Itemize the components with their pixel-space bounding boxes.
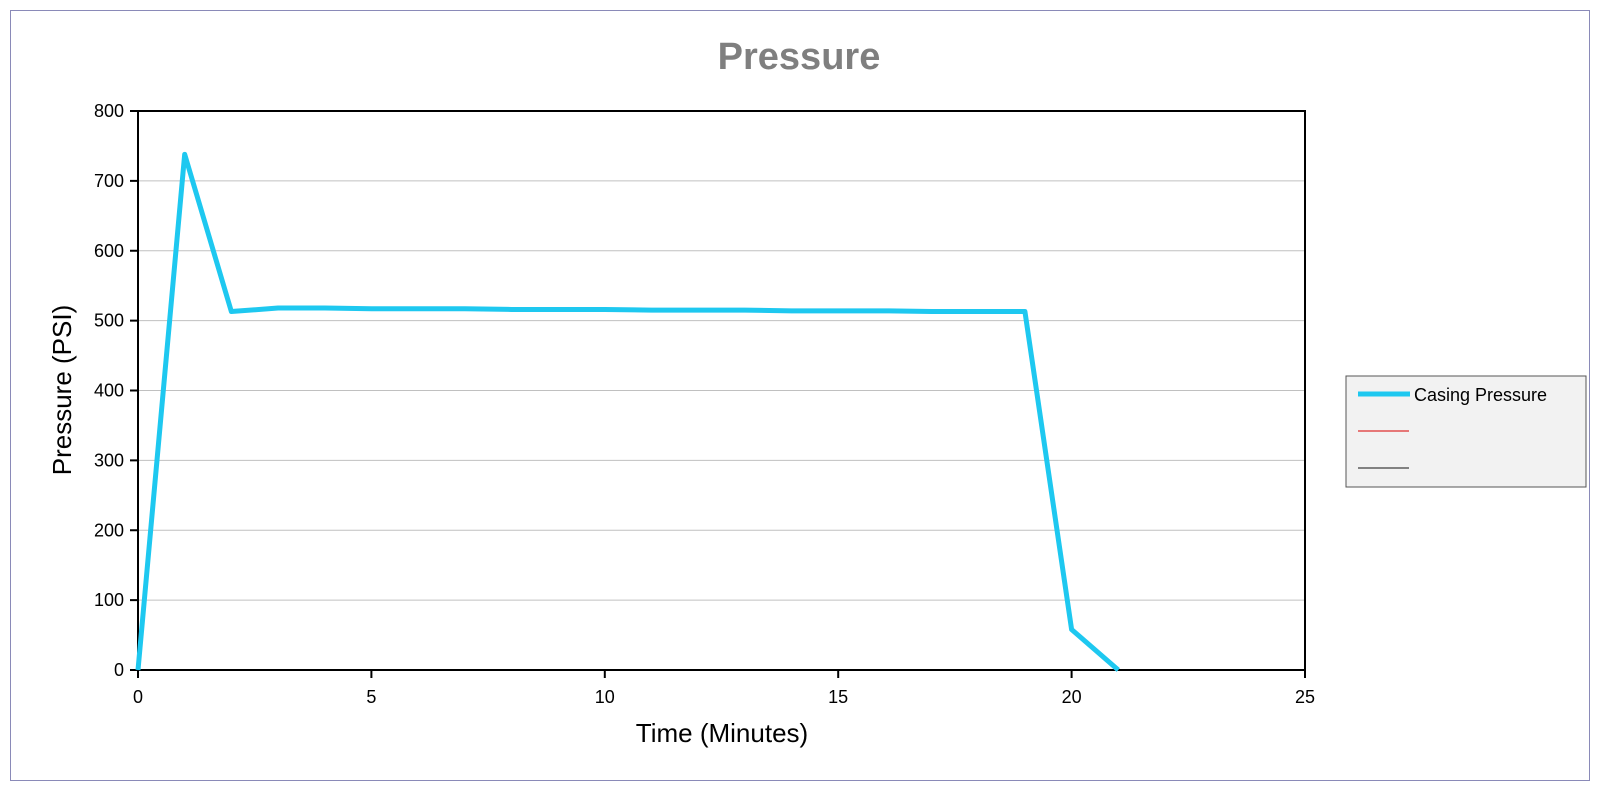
legend-label-casing-pressure: Casing Pressure: [1414, 385, 1547, 405]
y-tick-label-400: 400: [94, 381, 124, 401]
chart-title: Pressure: [718, 36, 881, 78]
x-tick-label-20: 20: [1062, 687, 1082, 707]
x-tick-label-15: 15: [828, 687, 848, 707]
y-tick-label-100: 100: [94, 590, 124, 610]
x-tick-label-25: 25: [1295, 687, 1315, 707]
y-tick-label-500: 500: [94, 311, 124, 331]
x-tick-label-10: 10: [595, 687, 615, 707]
x-axis-ticks: 0 5 10 15 20 25: [133, 670, 1315, 707]
y-tick-label-700: 700: [94, 171, 124, 191]
legend-entry-casing-pressure: Casing Pressure: [1358, 385, 1547, 405]
y-axis-ticks: 0 100 200 300 400 500 600 700 800: [94, 101, 138, 680]
x-tick-label-5: 5: [366, 687, 376, 707]
y-tick-label-300: 300: [94, 450, 124, 470]
y-tick-label-200: 200: [94, 520, 124, 540]
series-line-casing-pressure: [135, 151, 1120, 672]
y-tick-label-0: 0: [114, 660, 124, 680]
y-tick-label-600: 600: [94, 241, 124, 261]
grid-lines: [138, 180, 1305, 601]
legend: Casing Pressure: [1345, 375, 1587, 488]
chart-area: Pressure 0 100 200 300 400 500 600 700 800 0 5 10 1…: [10, 10, 1590, 781]
x-tick-label-0: 0: [133, 687, 143, 707]
y-axis-label: Pressure (PSI): [47, 305, 77, 476]
series-layer: [135, 151, 1120, 672]
x-axis-label: Time (Minutes): [636, 718, 808, 748]
y-tick-label-800: 800: [94, 101, 124, 121]
chart-svg: Pressure 0 100 200 300 400 500 600 700 800 0 5 10 1…: [47, 36, 1587, 748]
